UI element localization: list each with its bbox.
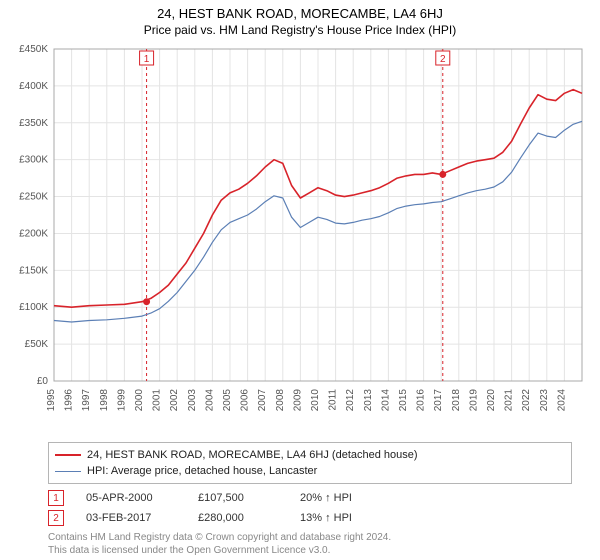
svg-text:1996: 1996 [64, 389, 75, 412]
svg-text:2017: 2017 [433, 389, 444, 412]
footer-line-1: Contains HM Land Registry data © Crown c… [48, 532, 572, 545]
svg-text:2006: 2006 [240, 389, 251, 412]
svg-text:2018: 2018 [451, 389, 462, 412]
svg-text:2011: 2011 [328, 389, 339, 411]
svg-text:2012: 2012 [345, 389, 356, 412]
svg-text:£450K: £450K [19, 44, 48, 55]
svg-text:2019: 2019 [468, 389, 479, 412]
chart-area: £0 £50K £100K £150K £200K £250K £300K £350K £400… [10, 41, 590, 436]
legend-label: 24, HEST BANK ROAD, MORECAMBE, LA4 6HJ (… [87, 449, 418, 461]
svg-text:2005: 2005 [222, 389, 233, 412]
footer-line-2: This data is licensed under the Open Gov… [48, 545, 572, 558]
legend-label: HPI: Average price, detached house, Lanc… [87, 465, 317, 477]
sale-marker: 1 [48, 490, 64, 506]
svg-text:2021: 2021 [504, 389, 515, 412]
svg-text:2022: 2022 [521, 389, 532, 412]
svg-text:2003: 2003 [187, 389, 198, 412]
sale-row: 2 03-FEB-2017 £280,000 13% ↑ HPI [48, 510, 572, 526]
svg-text:2000: 2000 [134, 389, 145, 412]
svg-text:£200K: £200K [19, 228, 48, 239]
footer-note: Contains HM Land Registry data © Crown c… [48, 532, 572, 557]
sale-marker: 2 [48, 510, 64, 526]
sale-pct: 20% ↑ HPI [300, 492, 352, 504]
svg-text:1995: 1995 [46, 389, 57, 412]
svg-text:1997: 1997 [81, 389, 92, 412]
chart-subtitle: Price paid vs. HM Land Registry's House … [0, 23, 600, 37]
svg-text:£250K: £250K [19, 192, 48, 203]
svg-text:2010: 2010 [310, 389, 321, 412]
legend-swatch [55, 454, 81, 456]
svg-text:£300K: £300K [19, 155, 48, 166]
sale-row: 1 05-APR-2000 £107,500 20% ↑ HPI [48, 490, 572, 506]
svg-text:2014: 2014 [380, 389, 391, 412]
chart-svg: £0 £50K £100K £150K £200K £250K £300K £350K £400… [10, 41, 590, 436]
legend-item: HPI: Average price, detached house, Lanc… [55, 463, 565, 479]
chart-container: 24, HEST BANK ROAD, MORECAMBE, LA4 6HJ P… [0, 0, 600, 560]
sale-pct: 13% ↑ HPI [300, 512, 352, 524]
svg-text:£350K: £350K [19, 118, 48, 129]
svg-text:1: 1 [144, 54, 150, 65]
legend-item: 24, HEST BANK ROAD, MORECAMBE, LA4 6HJ (… [55, 447, 565, 463]
svg-text:2023: 2023 [539, 389, 550, 412]
sale-price: £280,000 [198, 512, 278, 524]
legend-swatch [55, 471, 81, 472]
svg-text:2015: 2015 [398, 389, 409, 412]
svg-text:£100K: £100K [19, 302, 48, 313]
sale-price: £107,500 [198, 492, 278, 504]
svg-text:2001: 2001 [152, 389, 163, 412]
svg-text:2: 2 [440, 54, 446, 65]
svg-text:£0: £0 [37, 376, 49, 387]
svg-text:2024: 2024 [556, 389, 567, 412]
svg-text:2007: 2007 [257, 389, 268, 412]
svg-text:2016: 2016 [416, 389, 427, 412]
svg-text:£150K: £150K [19, 265, 48, 276]
sale-date: 05-APR-2000 [86, 492, 176, 504]
svg-text:2020: 2020 [486, 389, 497, 412]
svg-text:1999: 1999 [116, 389, 127, 412]
svg-text:£50K: £50K [25, 339, 49, 350]
sale-date: 03-FEB-2017 [86, 512, 176, 524]
sales-table: 1 05-APR-2000 £107,500 20% ↑ HPI 2 03-FEB-201… [48, 490, 572, 526]
svg-text:1998: 1998 [99, 389, 110, 412]
svg-text:2013: 2013 [363, 389, 374, 412]
legend: 24, HEST BANK ROAD, MORECAMBE, LA4 6HJ (… [48, 442, 572, 484]
chart-title: 24, HEST BANK ROAD, MORECAMBE, LA4 6HJ [0, 6, 600, 21]
svg-text:2002: 2002 [169, 389, 180, 412]
svg-text:2008: 2008 [275, 389, 286, 412]
svg-text:2009: 2009 [292, 389, 303, 412]
title-block: 24, HEST BANK ROAD, MORECAMBE, LA4 6HJ P… [0, 0, 600, 37]
svg-text:2004: 2004 [204, 389, 215, 412]
svg-text:£400K: £400K [19, 81, 48, 92]
